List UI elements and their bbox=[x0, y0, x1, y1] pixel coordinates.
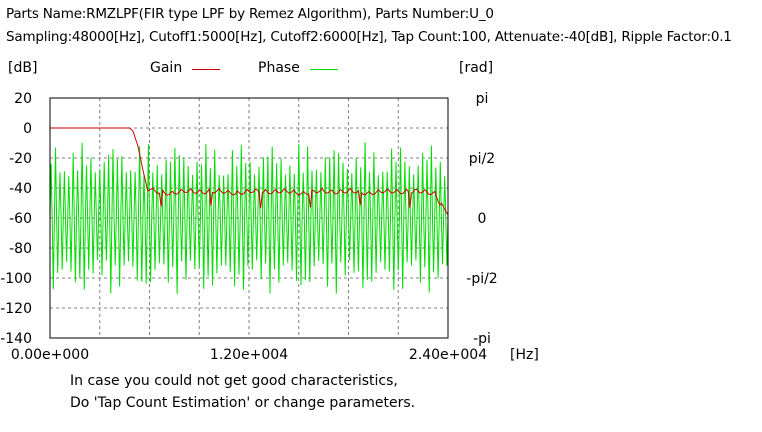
left-axis-unit: [dB] bbox=[8, 60, 38, 76]
y-tick-label-right: -pi/2 bbox=[466, 271, 497, 287]
y-tick-label-left: -100 bbox=[0, 271, 32, 287]
y-tick-label-right: 0 bbox=[478, 211, 487, 227]
x-tick-label: 1.20e+004 bbox=[210, 347, 288, 363]
phase-series-line bbox=[49, 142, 449, 294]
plot-frame bbox=[49, 97, 449, 339]
x-tick-label: 0.00e+000 bbox=[11, 347, 89, 363]
legend-gain-swatch bbox=[192, 68, 221, 70]
parameters-line: Sampling:48000[Hz], Cutoff1:5000[Hz], Cu… bbox=[6, 29, 732, 45]
note-line-1: In case you could not get good character… bbox=[70, 373, 398, 389]
y-tick-label-left: 0 bbox=[23, 121, 32, 137]
y-tick-label-left: -80 bbox=[9, 241, 32, 257]
legend-phase-swatch bbox=[309, 68, 338, 70]
gain-series-line bbox=[50, 127, 449, 216]
y-tick-label-right: -pi bbox=[473, 331, 491, 347]
y-tick-label-left: -120 bbox=[0, 301, 32, 317]
y-tick-label-left: -60 bbox=[9, 211, 32, 227]
x-tick-label: 2.40e+004 bbox=[409, 347, 487, 363]
parts-name-line: Parts Name:RMZLPF(FIR type LPF by Remez … bbox=[6, 6, 494, 22]
legend-gain: Gain bbox=[150, 60, 221, 76]
y-tick-label-left: -40 bbox=[9, 181, 32, 197]
y-tick-label-right: pi/2 bbox=[469, 151, 495, 167]
right-axis-unit: [rad] bbox=[459, 60, 494, 76]
legend-phase-label: Phase bbox=[258, 60, 300, 76]
frequency-response-chart: 20 0 -20 -40 -60 -80 -100 -120 -140 pi pi/2 0 -pi/2 -… bbox=[0, 91, 539, 363]
y-tick-label-left: -20 bbox=[9, 151, 32, 167]
y-tick-label-right: pi bbox=[476, 91, 489, 107]
note-line-2: Do 'Tap Count Estimation' or change para… bbox=[70, 395, 416, 411]
y-tick-label-left: 20 bbox=[14, 91, 32, 107]
x-axis-unit: [Hz] bbox=[510, 347, 539, 363]
legend-phase: Phase bbox=[258, 60, 338, 76]
y-tick-label-left: -140 bbox=[0, 331, 32, 347]
legend-gain-label: Gain bbox=[150, 60, 183, 76]
